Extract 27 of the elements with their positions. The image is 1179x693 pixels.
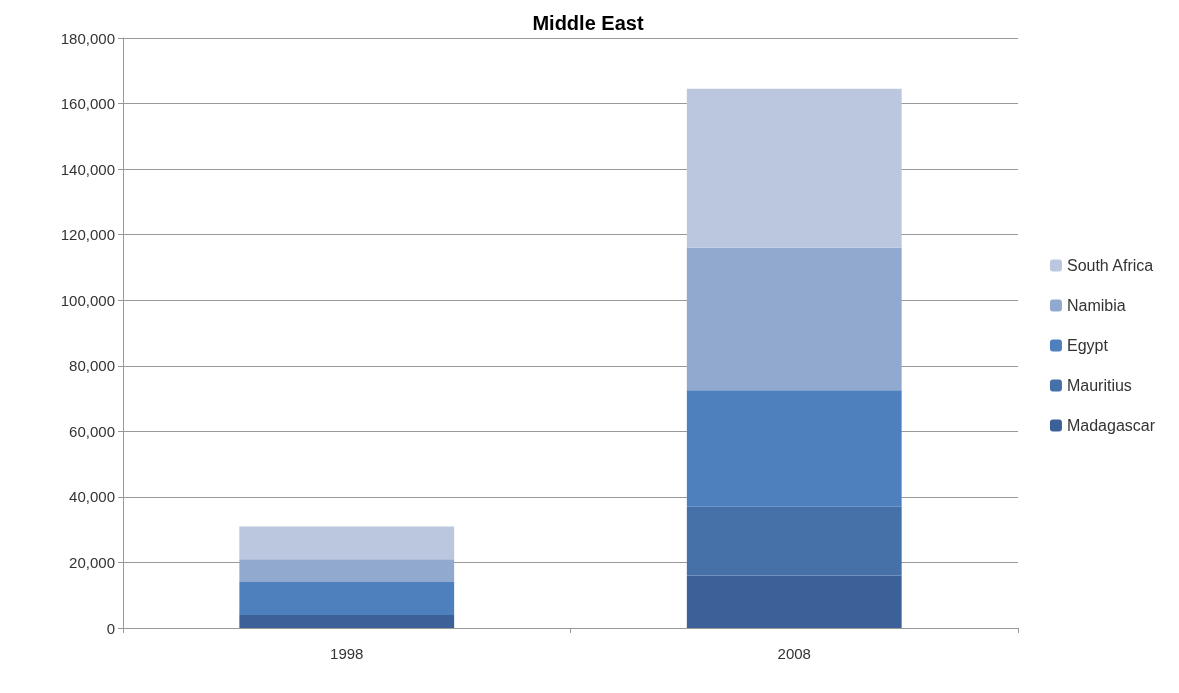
bar [239, 559, 455, 583]
bar [239, 526, 455, 560]
y-tick-label: 180,000 [60, 29, 115, 47]
bar [686, 575, 902, 628]
bar [686, 88, 902, 248]
y-tick-label: 120,000 [60, 226, 115, 244]
bar [686, 390, 902, 507]
y-tick-label: 140,000 [60, 160, 115, 178]
y-tick-label: 0 [106, 619, 115, 637]
y-tick-label: 100,000 [60, 291, 115, 309]
y-tick-label: 60,000 [69, 422, 115, 440]
y-tick-label: 40,000 [69, 488, 115, 506]
x-tick-label: 1998 [330, 645, 364, 662]
y-tick-label: 80,000 [69, 357, 115, 375]
bar [686, 247, 902, 391]
bar [686, 506, 902, 576]
chart-title: Middle East [532, 12, 644, 34]
y-tick-label: 160,000 [60, 95, 115, 113]
bar [239, 614, 455, 628]
bar [239, 582, 455, 615]
legend-label: Egypt [1066, 337, 1109, 354]
legend-label: Mauritius [1066, 377, 1132, 394]
legend-label: South Africa [1066, 257, 1154, 274]
x-tick-label: 2008 [777, 645, 811, 662]
y-tick-label: 20,000 [69, 553, 115, 571]
legend-label: Namibia [1066, 297, 1126, 314]
legend-label: Madagascar [1066, 417, 1156, 434]
